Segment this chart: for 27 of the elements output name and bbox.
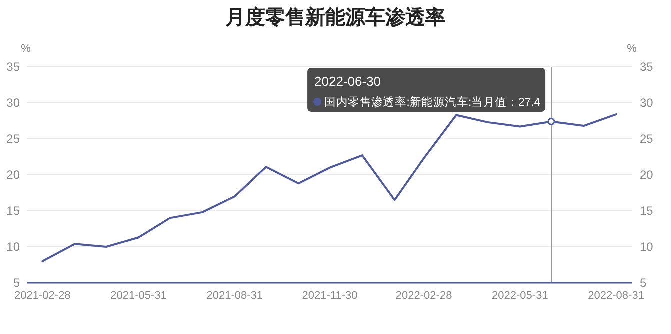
y-axis-title: % <box>21 43 32 55</box>
x-tick-label: 2022-02-28 <box>396 290 452 302</box>
picture-tooltip: 2022-06-30 国内零售渗透率:新能源汽车:当月值：27.4 <box>308 68 546 112</box>
y2-tick-label: 5 <box>640 276 647 290</box>
y2-axis-title: % <box>627 43 638 55</box>
x-tick-label: 2021-05-31 <box>110 290 167 302</box>
y-tick-label: 35 <box>6 60 20 74</box>
y2-tick-label: 30 <box>640 96 654 110</box>
y2-tick-label: 35 <box>640 60 654 74</box>
y2-tick-label: 10 <box>640 240 654 254</box>
line-series <box>42 114 618 262</box>
annotation: 2022-06-30 国内零售渗透率:新能源汽车:当月值：27.4 <box>314 74 546 109</box>
y-tick-label: 15 <box>6 204 20 218</box>
y2-tick-label: 15 <box>640 204 654 218</box>
y2-tick-label: 20 <box>640 168 654 182</box>
y-tick-label: 30 <box>6 96 20 110</box>
y-tick-label: 25 <box>6 132 20 146</box>
x-tick-label: 2021-08-31 <box>206 290 264 302</box>
x-tick-label: 2022-05-31 <box>492 290 548 302</box>
y2-tick-label: 25 <box>640 132 654 146</box>
y-tick-label: 5 <box>13 276 20 290</box>
x-tick-label: 2022-08-31 <box>588 290 644 302</box>
x-tick-label: 2021-02-28 <box>14 290 71 302</box>
x-tick-label: 2021-11-30 <box>302 290 358 302</box>
chart-title: 月度零售新能源车渗透率 <box>224 6 446 29</box>
y-tick-label: 20 <box>6 168 20 182</box>
y-tick-label: 10 <box>6 240 20 254</box>
